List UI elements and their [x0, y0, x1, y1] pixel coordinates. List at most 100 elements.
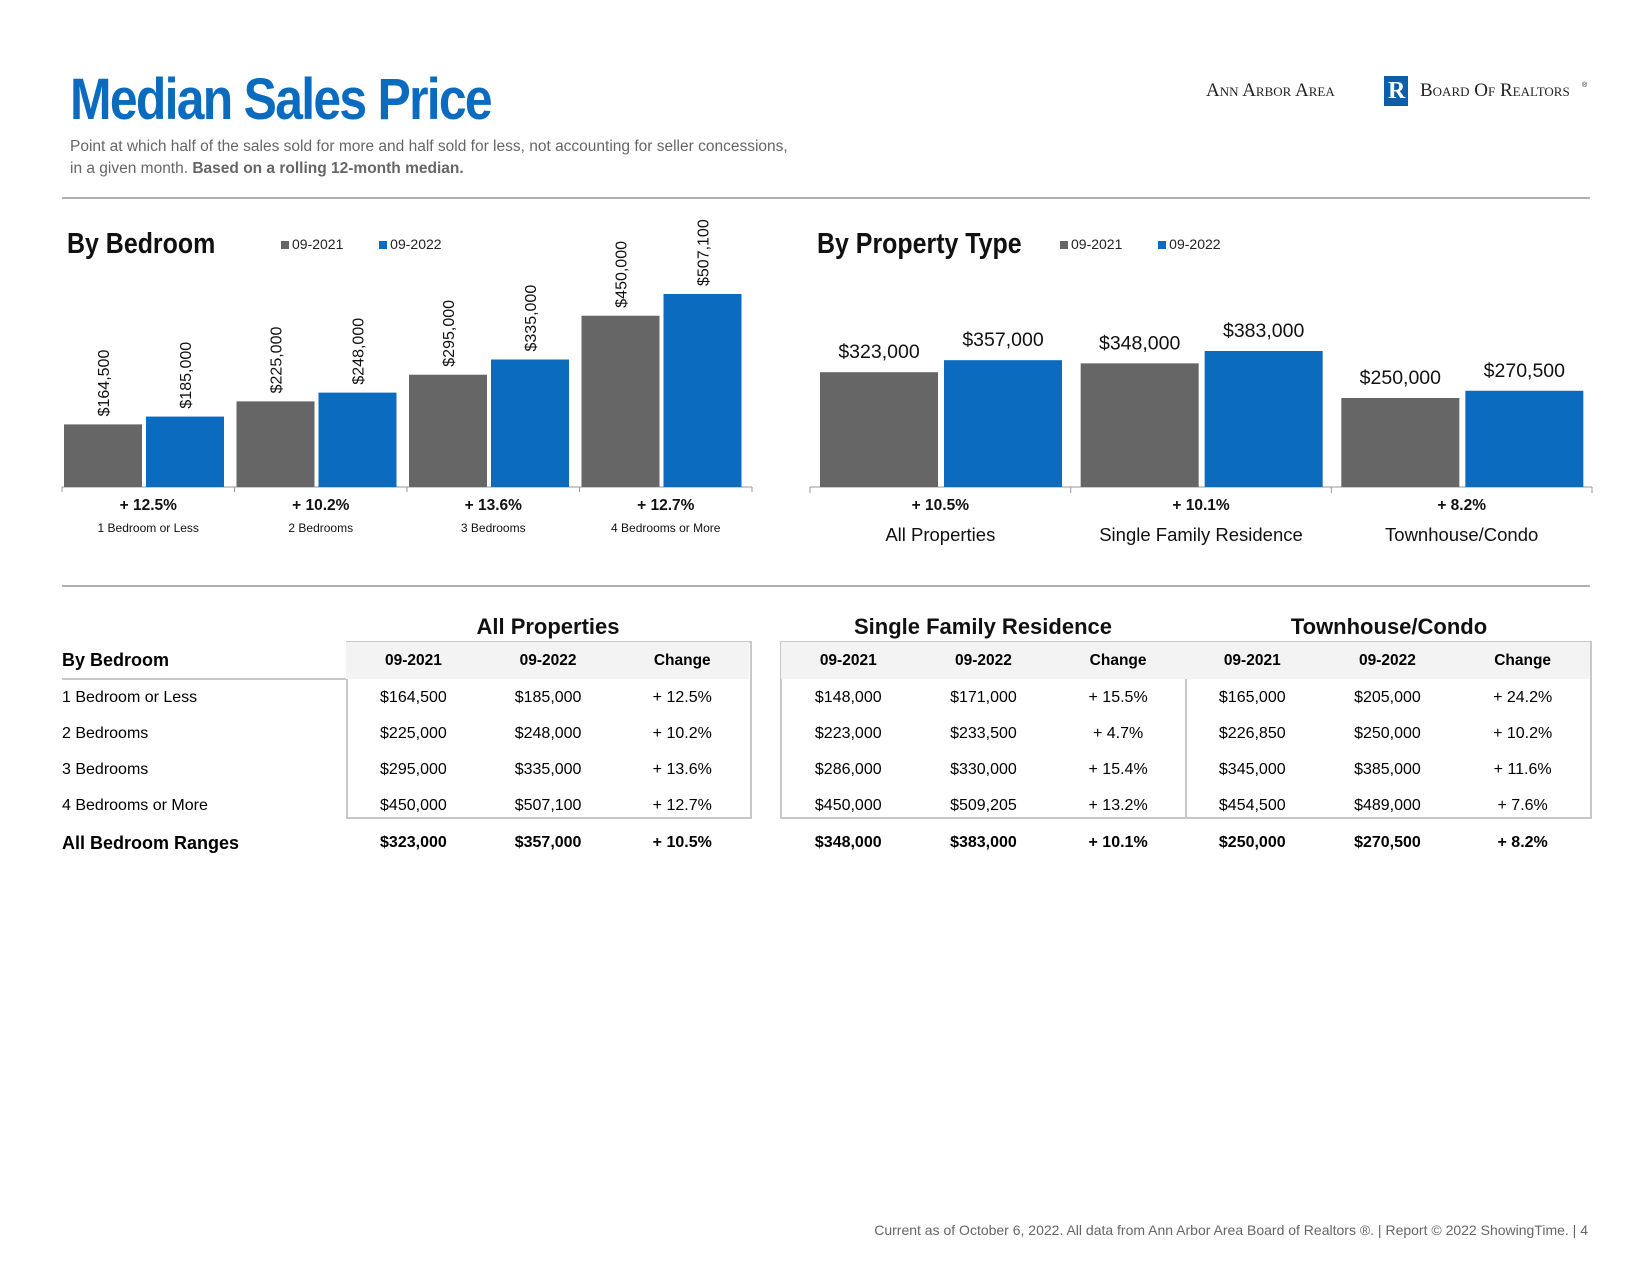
price-cell: $295,000	[380, 761, 447, 778]
bar-2021	[236, 401, 315, 487]
price-cell: $148,000	[814, 688, 882, 706]
col-header-2021: 09-2021	[1184, 642, 1320, 679]
price-cell: $233,500	[950, 725, 1017, 742]
data-label: $383,000	[1223, 320, 1304, 342]
col-header-change: Change	[1051, 642, 1185, 679]
logo-text-right: Board Of Realtors	[1420, 80, 1570, 101]
table-row: 1 Bedroom or Less $164,500 $185,000 + 12.5%…	[62, 678, 1590, 716]
subtitle-emphasis: Based on a rolling 12-month median.	[192, 160, 464, 177]
price-cell: $323,000	[380, 834, 447, 851]
data-label: $295,000	[441, 300, 458, 367]
col-header-change: Change	[615, 642, 750, 679]
table-row: 3 Bedrooms $295,000 $335,000 + 13.6% $286,00…	[62, 752, 1590, 788]
change-cell: + 11.6%	[1493, 761, 1552, 778]
legend-swatch-2022	[1158, 241, 1167, 249]
price-cell: $226,850	[1218, 725, 1286, 742]
price-cell: $335,000	[514, 761, 582, 778]
change-cell: + 10.5%	[652, 834, 712, 851]
col-header-2022: 09-2022	[1319, 642, 1456, 679]
row-label: 4 Bedrooms or More	[62, 797, 208, 814]
legend-swatch-2022	[379, 241, 388, 249]
category-label: Townhouse/Condo	[1385, 524, 1538, 545]
category-label: 4 Bedrooms or More	[611, 521, 721, 535]
legend-by-property-type: 09-2021 09-2022	[1060, 236, 1221, 252]
logo-mark-letter: R	[1388, 78, 1406, 104]
change-cell: + 15.4%	[1088, 761, 1148, 778]
col-header-2022: 09-2022	[915, 642, 1052, 679]
legend-label-2022: 09-2022	[1169, 236, 1221, 252]
price-cell: $250,000	[1218, 834, 1286, 851]
page-footer: Current as of October 6, 2022. All data …	[874, 1222, 1588, 1238]
change-label: + 8.2%	[1437, 497, 1486, 514]
price-cell: $345,000	[1218, 761, 1286, 778]
row-label: All Bedroom Ranges	[62, 832, 240, 853]
price-cell: $165,000	[1218, 688, 1286, 706]
data-label: $250,000	[1360, 367, 1441, 389]
bar-2022	[491, 359, 569, 487]
price-cell: $507,100	[514, 797, 582, 814]
data-label: $185,000	[178, 342, 195, 409]
change-label: + 10.5%	[912, 497, 970, 514]
data-label: $225,000	[269, 327, 286, 394]
change-cell: + 7.6%	[1497, 797, 1548, 814]
bar-2021	[820, 372, 938, 487]
change-cell: + 24.2%	[1493, 688, 1553, 706]
bar-2022	[944, 360, 1062, 487]
row-label: 2 Bedrooms	[62, 725, 149, 742]
table-group-title-townhouse-condo: Townhouse/Condo	[1290, 614, 1488, 639]
price-cell: $185,000	[514, 688, 582, 706]
bar-2022	[1204, 351, 1323, 487]
table-group-title-all-properties: All Properties	[476, 614, 620, 639]
logo-text-left: Ann Arbor Area	[1206, 80, 1335, 101]
price-cell: $225,000	[380, 725, 447, 742]
price-cell: $489,000	[1354, 797, 1421, 814]
change-cell: + 12.7%	[652, 797, 712, 814]
change-cell: + 12.5%	[652, 688, 712, 706]
top-divider	[62, 197, 1590, 199]
board-of-realtors-logo: Ann Arbor Area R Board Of Realtors ®	[1206, 76, 1591, 112]
realtor-logo-icon: R	[1384, 76, 1408, 106]
col-header-2022: 09-2022	[480, 642, 616, 679]
legend-swatch-2021	[281, 241, 289, 249]
change-cell: + 13.2%	[1088, 797, 1148, 814]
table-row: 2 Bedrooms $225,000 $248,000 + 10.2% $223,00…	[62, 716, 1590, 752]
legend-by-bedroom: 09-2021 09-2022	[281, 236, 442, 252]
change-label: + 12.5%	[120, 497, 178, 514]
col-header-2021: 09-2021	[346, 642, 481, 679]
category-label: 1 Bedroom or Less	[98, 521, 199, 535]
price-cell: $171,000	[950, 688, 1017, 706]
price-cell: $454,500	[1218, 797, 1286, 814]
change-cell: + 15.5%	[1088, 688, 1148, 706]
change-cell: + 10.2%	[652, 725, 712, 742]
bar-2021	[581, 315, 660, 487]
legend-swatch-2021	[1060, 241, 1068, 249]
legend-label-2022: 09-2022	[390, 236, 442, 252]
data-label: $507,100	[696, 219, 713, 286]
data-label: $335,000	[523, 285, 540, 352]
price-cell: $450,000	[380, 797, 447, 814]
table-gap	[749, 788, 781, 824]
table-total-row: All Bedroom Ranges $323,000 $357,000 + 10.5…	[62, 824, 1590, 862]
section-title-by-property-type: By Property Type	[817, 228, 1022, 260]
by-bedroom-bar-chart: $164,500 $185,000 + 12.5% 1 Bedroom or Less…	[61, 219, 1593, 545]
bar-2021	[1341, 398, 1460, 487]
registered-icon: ®	[1582, 82, 1588, 89]
change-cell: + 13.6%	[652, 761, 712, 778]
middle-divider	[62, 585, 1590, 587]
price-cell: $450,000	[814, 797, 882, 814]
category-label: 2 Bedrooms	[288, 521, 353, 535]
data-label: $357,000	[962, 329, 1043, 351]
bar-2021	[1080, 363, 1199, 487]
price-cell: $286,000	[814, 761, 882, 778]
category-label: Single Family Residence	[1099, 524, 1303, 545]
row-header-by-bedroom: By Bedroom	[62, 649, 170, 670]
table-gap	[749, 679, 781, 716]
price-cell: $250,000	[1354, 725, 1421, 742]
price-cell: $270,500	[1354, 834, 1421, 851]
price-cell: $357,000	[514, 834, 582, 851]
table-gap	[749, 824, 781, 862]
page-subtitle: Point at which half of the sales sold fo…	[70, 136, 970, 180]
legend-label-2021: 09-2021	[292, 236, 344, 252]
legend-label-2021: 09-2021	[1071, 236, 1123, 252]
table-gap	[749, 752, 781, 788]
